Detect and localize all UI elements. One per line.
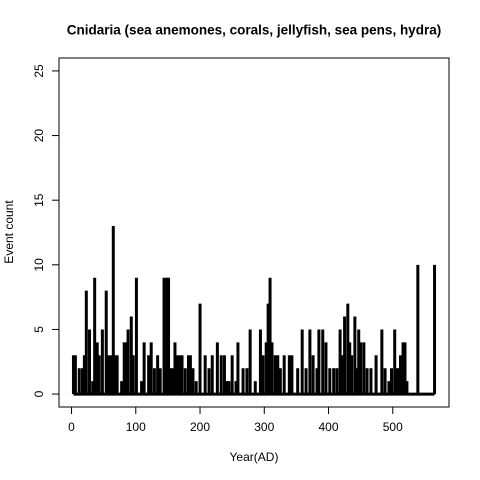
y-tick-label: 0 bbox=[32, 390, 46, 397]
x-tick-label: 300 bbox=[254, 420, 274, 434]
x-tick-label: 500 bbox=[383, 420, 403, 434]
y-tick-label: 5 bbox=[32, 326, 46, 333]
y-axis-label: Event count bbox=[2, 200, 16, 264]
x-tick-label: 400 bbox=[319, 420, 339, 434]
y-tick-label: 15 bbox=[32, 193, 46, 207]
plot-frame bbox=[58, 57, 450, 408]
x-tick-label: 0 bbox=[68, 420, 75, 434]
x-tick-label: 200 bbox=[190, 420, 210, 434]
y-tick-label: 10 bbox=[32, 258, 46, 272]
chart-title: Cnidaria (sea anemones, corals, jellyfis… bbox=[67, 23, 441, 38]
x-axis-label: Year(AD) bbox=[230, 450, 279, 464]
y-tick-label: 25 bbox=[32, 64, 46, 78]
x-tick-label: 100 bbox=[126, 420, 146, 434]
y-tick-label: 20 bbox=[32, 129, 46, 143]
